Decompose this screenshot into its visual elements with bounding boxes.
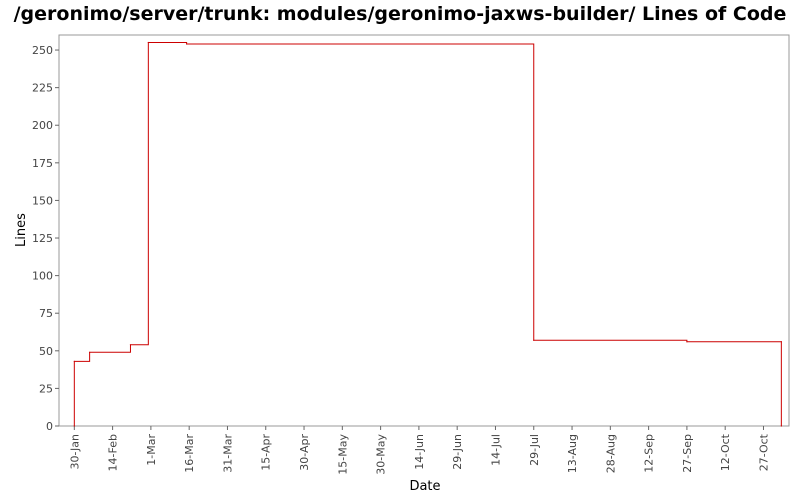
x-tick-label: 30-Apr [298,434,311,471]
data-point [129,344,132,346]
x-tick-label: 14-Jul [489,434,502,466]
data-point [73,425,75,427]
x-tick-label: 29-Jun [451,434,464,470]
data-point [73,360,75,362]
data-point [89,351,91,353]
data-point [780,425,782,427]
series-lines-of-code [73,41,782,427]
x-tick-label: 15-May [336,434,349,475]
x-tick-label: 30-Jan [68,434,81,470]
y-tick-label: 100 [32,270,53,283]
data-point [780,341,782,343]
y-tick-label: 150 [32,194,53,207]
x-tick-label: 29-Jul [528,434,541,466]
data-point [186,43,188,45]
x-tick-label: 28-Aug [604,434,617,473]
y-tick-label: 175 [32,157,53,170]
x-tick-label: 27-Sep [681,434,694,473]
y-tick-label: 75 [39,307,53,320]
y-tick-label: 225 [32,82,53,95]
y-tick-label: 125 [32,232,53,245]
x-tick-label: 31-Mar [221,434,234,473]
x-tick-label: 30-May [375,434,388,475]
y-tick-label: 0 [46,420,53,433]
x-tick-label: 14-Jun [413,434,426,470]
x-tick-label: 16-Mar [183,434,196,473]
y-tick-label: 200 [32,119,53,132]
y-tick-label: 50 [39,345,53,358]
x-tick-label: 15-Apr [260,434,273,471]
series-line [73,42,782,426]
y-axis-title: Lines [14,213,29,247]
x-tick-label: 14-Feb [107,434,120,471]
data-point [147,41,149,44]
x-tick-label: 12-Sep [643,434,656,473]
data-point [686,341,688,343]
x-tick-label: 27-Oct [757,433,770,471]
plot-area [58,34,790,427]
x-tick-label: 1-Mar [145,434,158,466]
x-tick-label: 13-Aug [566,434,579,473]
y-tick-label: 250 [32,44,53,57]
data-point [533,339,535,341]
x-axis: 30-Jan 14-Feb 1-Mar 16-Mar 31-Mar 15-Apr 30-Ap… [68,426,770,475]
y-tick-label: 25 [39,382,53,395]
x-axis-title: Date [409,479,440,494]
y-axis: 0 25 50 75 100 125 150 175 200 225 250 [32,44,59,433]
x-tick-label: 12-Oct [719,433,732,471]
chart-title: /geronimo/server/trunk: modules/geronimo… [13,3,787,25]
